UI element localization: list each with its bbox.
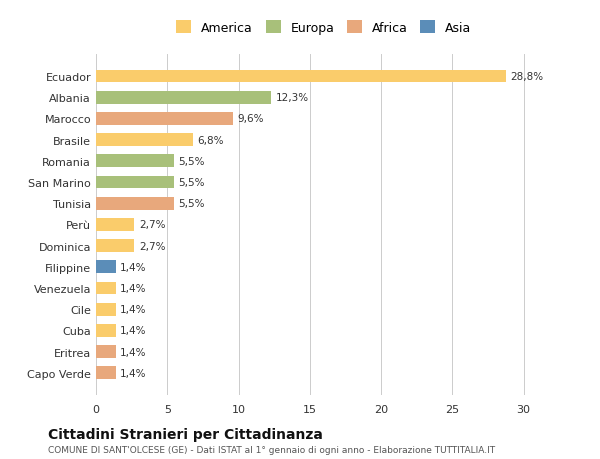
Bar (96, 92, 271, 104)
Bar (96, 346, 116, 358)
Text: 2,7%: 2,7% (139, 241, 165, 251)
Bar (96, 155, 175, 168)
Bar (96, 71, 506, 83)
Bar (96, 197, 175, 210)
Text: 5,5%: 5,5% (179, 199, 205, 209)
Text: 2,7%: 2,7% (139, 220, 165, 230)
Text: 1,4%: 1,4% (120, 368, 147, 378)
Text: 1,4%: 1,4% (120, 262, 147, 272)
Bar (96, 134, 193, 147)
Text: 5,5%: 5,5% (179, 178, 205, 188)
Bar (96, 325, 116, 337)
Bar (96, 113, 233, 125)
Text: 6,8%: 6,8% (197, 135, 224, 146)
Bar (96, 261, 116, 274)
Text: 1,4%: 1,4% (120, 283, 147, 293)
Text: 1,4%: 1,4% (120, 304, 147, 314)
Text: 5,5%: 5,5% (179, 157, 205, 167)
Text: 9,6%: 9,6% (237, 114, 263, 124)
Text: COMUNE DI SANT'OLCESE (GE) - Dati ISTAT al 1° gennaio di ogni anno - Elaborazion: COMUNE DI SANT'OLCESE (GE) - Dati ISTAT … (48, 445, 495, 454)
Legend: America, Europa, Africa, Asia: America, Europa, Africa, Asia (173, 17, 475, 38)
Text: Cittadini Stranieri per Cittadinanza: Cittadini Stranieri per Cittadinanza (48, 427, 323, 441)
Text: 28,8%: 28,8% (511, 72, 544, 82)
Text: 1,4%: 1,4% (120, 326, 147, 336)
Text: 12,3%: 12,3% (275, 93, 308, 103)
Bar (96, 367, 116, 379)
Bar (96, 240, 134, 252)
Bar (96, 282, 116, 295)
Bar (96, 218, 134, 231)
Bar (96, 176, 175, 189)
Text: 1,4%: 1,4% (120, 347, 147, 357)
Bar (96, 303, 116, 316)
